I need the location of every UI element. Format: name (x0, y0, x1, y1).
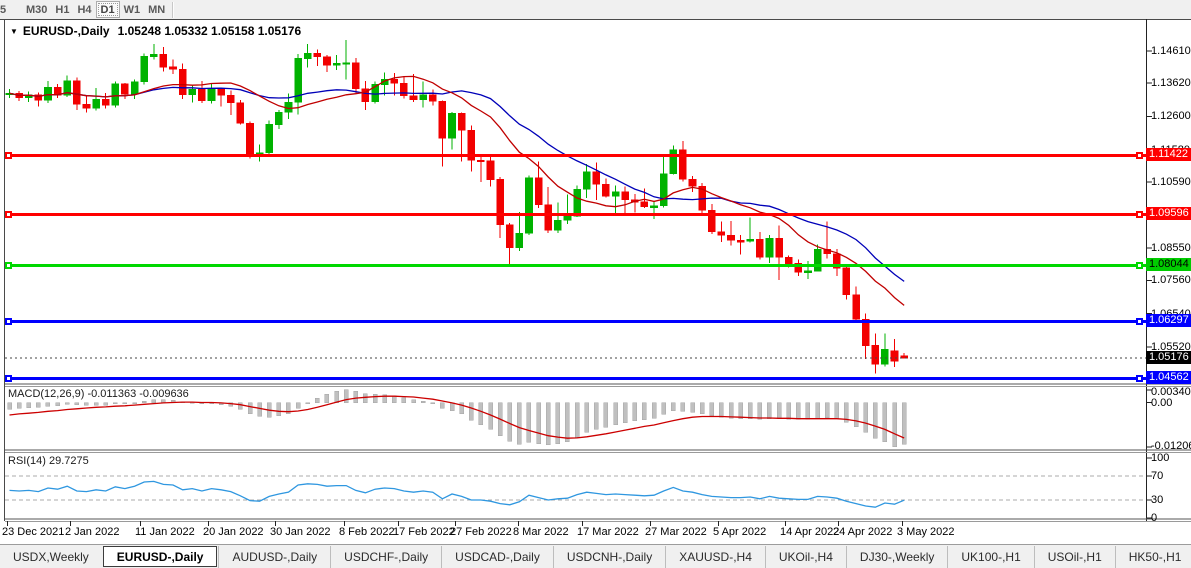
chart-title: ▼ EURUSD-,Daily 1.05248 1.05332 1.05158 … (10, 24, 301, 38)
macd-axis-label: 0.003408 (1151, 386, 1191, 398)
price-level-badge: 1.09596 (1146, 207, 1191, 221)
date-axis-label: 3 May 2022 (897, 526, 955, 538)
rsi-axis-label: 70 (1151, 470, 1164, 482)
chart-tab-dj30-weekly[interactable]: DJ30-,Weekly (845, 545, 947, 568)
chart-tab-audusd-daily[interactable]: AUDUSD-,Daily (218, 545, 330, 568)
date-axis-label: 27 Mar 2022 (645, 526, 707, 538)
chart-tab-ukoil-h4[interactable]: UKOil-,H4 (764, 545, 846, 568)
price-axis-label: 1.07560 (1151, 274, 1191, 287)
timeframe-m30-button[interactable]: M30 (26, 3, 48, 16)
price-axis-label: 1.08550 (1151, 242, 1191, 255)
date-axis-label: 23 Dec 2021 (2, 526, 65, 538)
date-axis-label: 27 Feb 2022 (450, 526, 512, 538)
date-axis-label: 30 Jan 2022 (270, 526, 331, 538)
price-axis-label: 1.10590 (1151, 175, 1191, 188)
date-axis-label: 17 Feb 2022 (393, 526, 455, 538)
date-axis-label: 11 Jan 2022 (135, 526, 195, 538)
macd-axis-label: -0.012066 (1151, 440, 1191, 452)
symbol-dropdown-icon[interactable]: ▼ (10, 26, 18, 36)
chart-symbol-period: EURUSD-,Daily (22, 24, 110, 38)
timeframe-w1-button[interactable]: W1 (123, 3, 141, 16)
chart-tab-usdchf-daily[interactable]: USDCHF-,Daily (330, 545, 441, 568)
timeframe-m5-button-partial[interactable]: 5 (0, 3, 7, 16)
price-level-badge: 1.04562 (1146, 370, 1191, 384)
chart-tab-bar: USDX,Weekly EURUSD-,Daily AUDUSD-,Daily USD… (0, 544, 1191, 568)
chart-tab-uk100-h1[interactable]: UK100-,H1 (947, 545, 1033, 568)
chart-tab-xauusd-h4[interactable]: XAUUSD-,H4 (665, 545, 765, 568)
price-level-badge: 1.06297 (1146, 314, 1191, 328)
timeframe-toolbar: 5 M30 H1 H4 D1 W1 MN (0, 0, 1191, 20)
rsi-axis-label: 100 (1151, 452, 1170, 464)
price-level-badge: 1.08044 (1146, 257, 1191, 271)
chart-tab-eurusd-daily[interactable]: EURUSD-,Daily (102, 546, 218, 567)
timeframe-h1-button[interactable]: H1 (55, 3, 70, 16)
timeframe-mn-button[interactable]: MN (148, 3, 166, 16)
rsi-axis-label: 30 (1151, 494, 1164, 506)
price-axis-label: 1.13620 (1151, 77, 1191, 90)
chart-tab-usoil-h1[interactable]: USOil-,H1 (1033, 545, 1115, 568)
timeframe-d1-button[interactable]: D1 (95, 1, 120, 18)
price-axis-label: 1.05520 (1151, 340, 1191, 353)
date-axis-label: 8 Feb 2022 (339, 526, 395, 538)
rsi-axis-label: 0 (1151, 512, 1158, 524)
date-axis-label: 24 Apr 2022 (833, 526, 893, 538)
macd-axis-label: 0.00 (1151, 396, 1173, 409)
date-axis-label: 8 Mar 2022 (513, 526, 569, 538)
price-level-badge: 1.05176 (1146, 350, 1191, 364)
chart-tab-usdx-weekly[interactable]: USDX,Weekly (13, 549, 89, 564)
rsi-indicator-label: RSI(14) 29.7275 (8, 455, 89, 467)
date-axis-label: 17 Mar 2022 (577, 526, 639, 538)
chart-ohlc-values: 1.05248 1.05332 1.05158 1.05176 (117, 24, 302, 38)
date-axis-label: 2 Jan 2022 (65, 526, 120, 538)
chart-tab-hk50-h1[interactable]: HK50-,H1 (1114, 545, 1191, 568)
price-axis-label: 1.14610 (1151, 45, 1191, 57)
toolbar-separator (172, 1, 175, 18)
price-axis-label: 1.12600 (1151, 110, 1191, 123)
macd-indicator-label: MACD(12,26,9) -0.011363 -0.009636 (8, 388, 189, 400)
timeframe-h4-button[interactable]: H4 (77, 3, 92, 16)
chart-tab-usdcad-daily[interactable]: USDCAD-,Daily (441, 545, 553, 568)
date-axis-label: 5 Apr 2022 (713, 526, 767, 538)
chart-tabs: USDX,Weekly EURUSD-,Daily AUDUSD-,Daily USD… (0, 545, 1191, 568)
price-level-badge: 1.11422 (1146, 147, 1191, 161)
date-axis-label: 20 Jan 2022 (203, 526, 264, 538)
date-axis-label: 14 Apr 2022 (780, 526, 840, 538)
chart-tab-usdcnh-daily[interactable]: USDCNH-,Daily (552, 545, 665, 568)
timeframe-buttons: M30 H1 H4 D1 W1 MN (22, 1, 169, 18)
